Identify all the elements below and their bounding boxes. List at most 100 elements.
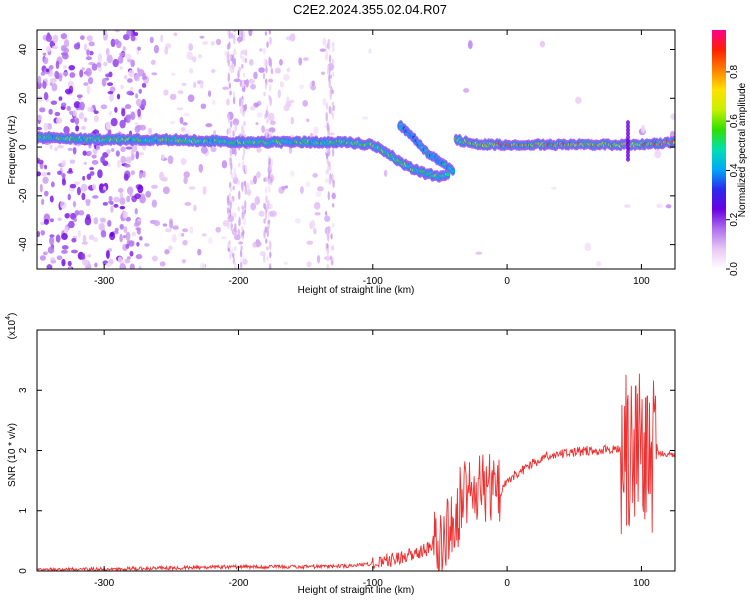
spectrogram-noise-cell: [72, 146, 77, 155]
spectrogram-stripe-cell: [230, 198, 233, 203]
spectrogram-noise-cell: [198, 163, 204, 173]
spectrogram-noise-cell: [68, 220, 75, 229]
spectrogram-stripe-cell: [229, 157, 232, 167]
spectrogram-noise-cell: [44, 164, 48, 170]
spectrogram-noise-cell: [182, 239, 188, 246]
spectrogram-noise-cell: [108, 196, 113, 202]
spectrogram-noise-cell: [74, 210, 80, 216]
spectrogram-noise-cell: [92, 195, 99, 199]
spectrogram-noise-cell: [61, 178, 66, 186]
spectrogram-stripe-cell: [325, 169, 328, 175]
spectrogram-noise-cell: [91, 63, 98, 71]
spectrogram-noise-cell: [106, 54, 113, 64]
spectrogram-noise-cell: [54, 111, 61, 117]
spectrogram-noise-cell: [86, 35, 93, 42]
spectrogram-noise-cell: [253, 175, 257, 185]
spectrogram-noise-cell: [147, 127, 153, 135]
spectrogram-noise-cell: [255, 122, 259, 126]
spectrogram-noise-cell: [49, 82, 53, 86]
spectrogram-stripe-cell: [244, 164, 248, 174]
spectrogram-stripe-cell: [229, 250, 232, 260]
spectrogram-noise-cell: [105, 47, 110, 56]
spectrogram-noise-cell: [135, 98, 142, 107]
spectrogram-noise-cell: [37, 159, 44, 165]
spectrogram-noise-cell: [119, 205, 126, 210]
spectrogram-noise-cell: [256, 241, 262, 247]
spectrogram-stripe-cell: [239, 79, 243, 87]
spectrogram-noise-cell: [596, 260, 602, 267]
spectrogram-noise-cell: [210, 69, 216, 74]
spectrogram-stripe-cell: [244, 103, 247, 111]
spectrogram-stripe-cell: [240, 30, 244, 39]
spectrogram-noise-cell: [183, 176, 188, 185]
spectrogram-noise-cell: [160, 34, 164, 43]
spectrogram-noise-cell: [119, 119, 126, 129]
spectrogram-noise-cell: [186, 51, 193, 60]
spectrogram-noise-cell: [62, 72, 69, 76]
colorbar-tick-label: 0.0: [729, 262, 740, 276]
spectrogram-noise-cell: [205, 123, 213, 128]
spectrogram-noise-cell: [181, 228, 189, 233]
spectrogram-stripe-cell: [240, 245, 243, 251]
spectrogram-noise-cell: [51, 45, 59, 50]
spectrogram-noise-cell: [127, 78, 133, 83]
spectrogram-noise-cell: [192, 81, 197, 89]
spectrogram-noise-cell: [139, 236, 143, 241]
spectrogram-noise-cell: [181, 232, 185, 237]
spectrogram-noise-cell: [551, 186, 557, 190]
spectrogram-noise-cell: [199, 35, 205, 39]
spectrogram-stripe-cell: [328, 177, 332, 186]
spectrogram-noise-cell: [123, 173, 129, 181]
spectrogram-noise-cell: [48, 108, 53, 115]
spectrogram-stripe-cell: [234, 172, 237, 180]
spectrogram-noise-cell: [86, 85, 91, 95]
spectrogram-noise-cell: [299, 84, 305, 90]
spectrogram-noise-cell: [142, 72, 146, 79]
spectrogram-noise-cell: [106, 149, 111, 155]
spectrogram-noise-cell: [81, 258, 89, 266]
spectrogram-noise-cell: [289, 33, 296, 42]
spectrogram-noise-cell: [310, 84, 316, 91]
spectrogram-noise-cell: [317, 254, 321, 264]
spectrogram-noise-cell: [121, 108, 126, 117]
snr-x-axis: -300 -200 -100 0 100: [94, 330, 650, 589]
spectrogram-stripe-cell: [265, 66, 268, 74]
spectrogram-stripe-cell: [326, 232, 330, 241]
spectrogram-noise-cell: [139, 196, 146, 204]
spectrogram-noise-cell: [201, 233, 207, 237]
spectrogram-noise-cell: [49, 218, 54, 223]
spectrogram-noise-cell: [126, 90, 134, 96]
spectrogram-noise-cell: [87, 150, 92, 156]
colorbar-tick-label: 0.2: [729, 212, 740, 226]
spectrogram-noise-cell: [125, 114, 131, 124]
spectrogram-noise-cell: [83, 82, 89, 86]
spectrogram-noise-cell: [37, 114, 43, 121]
spectrogram-noise-cell: [63, 126, 70, 134]
spectrogram-noise-cell: [153, 44, 160, 54]
spectrogram-stripe-cell: [328, 78, 331, 89]
spectrogram-noise-cell: [116, 93, 121, 100]
spectrogram-y-tick-label: 0: [18, 144, 29, 150]
spectrogram-noise-cell: [42, 80, 47, 89]
snr-scale-exponent: 4: [5, 316, 12, 320]
spectrogram-noise-cell: [188, 186, 196, 190]
spectrogram-stripe-cell: [268, 94, 271, 100]
spectrogram-stripe-cell: [239, 52, 243, 60]
spectrogram-noise-cell: [63, 47, 70, 54]
spectrogram-spur-cell: [625, 120, 630, 126]
spectrogram-carrier-cell: [446, 172, 450, 177]
spectrogram-noise-cell: [226, 98, 230, 106]
colorbar-tick-label: 0.4: [729, 163, 740, 177]
spectrogram-noise-cell: [68, 167, 73, 173]
spectrogram-noise-cell: [77, 229, 82, 238]
snr-y-label: SNR (10 * v/v): [7, 423, 18, 487]
spectrogram-noise-cell: [81, 192, 86, 201]
spectrogram-stripe-cell: [265, 195, 268, 204]
spectrogram-stripe-cell: [229, 90, 232, 96]
spectrogram-stripe-cell: [325, 152, 329, 160]
spectrogram-noise-cell: [125, 243, 130, 249]
spectrogram-noise-cell: [200, 146, 208, 154]
spectrogram-noise-cell: [49, 77, 57, 83]
spectrogram-noise-cell: [67, 193, 71, 201]
spectrogram-stripe-cell: [329, 74, 332, 79]
